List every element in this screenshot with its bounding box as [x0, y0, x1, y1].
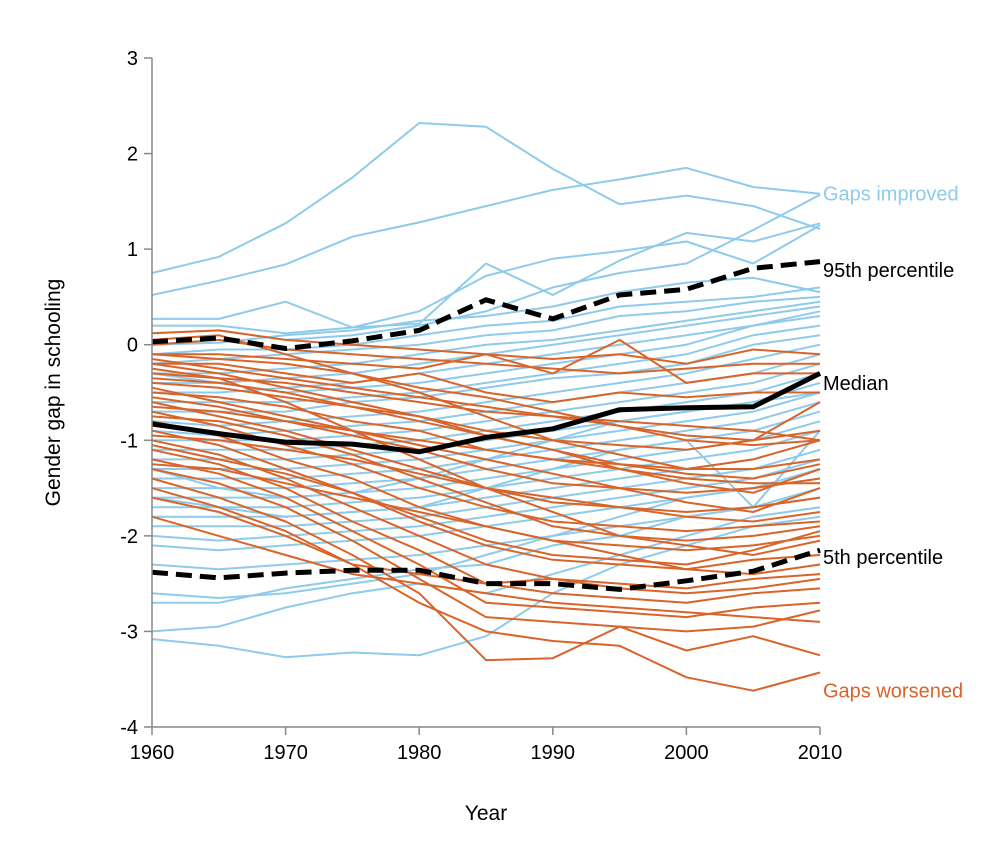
x-tick-label: 1990: [531, 742, 576, 764]
country-line-worsened: [151, 463, 821, 576]
country-line-improved: [152, 300, 821, 375]
y-tick-label: -2: [120, 526, 138, 548]
y-tick-label: 2: [127, 144, 138, 166]
country-line-worsened: [151, 405, 820, 485]
x-tick-label: 2010: [798, 742, 843, 764]
x-axis-title: Year: [465, 802, 507, 825]
y-axis-title: Gender gap in schooling: [42, 279, 65, 507]
x-tick-label: 2000: [664, 742, 709, 764]
country-line-worsened: [151, 410, 821, 533]
axes: -4 -3 -2 -1 0 1 2 3 1960 1970 1980 1990 2000 2010: [120, 48, 842, 764]
country-line-improved: [151, 166, 821, 296]
median-label: Median: [823, 373, 889, 395]
5th-percentile-line: [151, 547, 821, 592]
country-line-worsened: [152, 362, 820, 404]
country-line-worsened: [151, 487, 821, 692]
median-line: [151, 371, 822, 455]
country-line-worsened: [151, 338, 820, 375]
summary-lines-group: [151, 259, 822, 592]
country-line-worsened: [151, 439, 821, 590]
p95-label: 95th percentile: [823, 260, 954, 282]
country-line-worsened: [152, 338, 820, 384]
gaps-worsened-label: Gaps worsened: [823, 681, 963, 703]
country-line-worsened: [151, 444, 821, 566]
country-line-worsened: [151, 353, 821, 447]
y-tick-label: -3: [120, 621, 138, 643]
country-line-improved: [151, 343, 821, 427]
country-line-worsened: [151, 477, 821, 662]
country-line-worsened: [151, 415, 821, 542]
country-line-worsened: [151, 429, 821, 571]
y-tick-label: 1: [127, 239, 138, 261]
y-tick-label: -4: [120, 717, 138, 739]
country-line-worsened: [151, 358, 821, 442]
y-tick-label: -1: [120, 430, 138, 452]
worsened-lines-group: [151, 329, 821, 692]
country-line-improved: [151, 295, 821, 365]
country-line-worsened: [151, 515, 821, 623]
country-line-worsened: [151, 334, 821, 470]
y-tick-label: 0: [127, 335, 138, 357]
gaps-improved-label: Gaps improved: [823, 184, 959, 206]
x-axis-ticks: 1960 1970 1980 1990 2000 2010: [130, 727, 843, 764]
country-line-improved: [151, 477, 821, 599]
x-tick-label: 1960: [130, 742, 175, 764]
95th-percentile-line: [151, 259, 821, 351]
country-line-worsened: [151, 367, 821, 556]
x-tick-label: 1970: [263, 742, 308, 764]
country-line-improved: [152, 222, 821, 329]
y-tick-label: 3: [127, 48, 138, 70]
country-line-improved: [152, 224, 821, 335]
country-line-worsened: [151, 386, 821, 513]
country-line-improved: [152, 324, 821, 404]
y-axis-ticks: -4 -3 -2 -1 0 1 2 3: [120, 48, 152, 739]
country-line-worsened: [151, 396, 821, 494]
country-line-worsened: [151, 468, 821, 633]
country-line-improved: [151, 286, 821, 356]
x-tick-label: 1980: [397, 742, 442, 764]
country-line-improved: [151, 193, 821, 341]
country-line-worsened: [151, 372, 821, 442]
country-line-improved: [151, 122, 821, 274]
country-line-worsened: [151, 496, 821, 595]
p5-label: 5th percentile: [823, 547, 943, 569]
country-line-improved: [151, 458, 821, 542]
